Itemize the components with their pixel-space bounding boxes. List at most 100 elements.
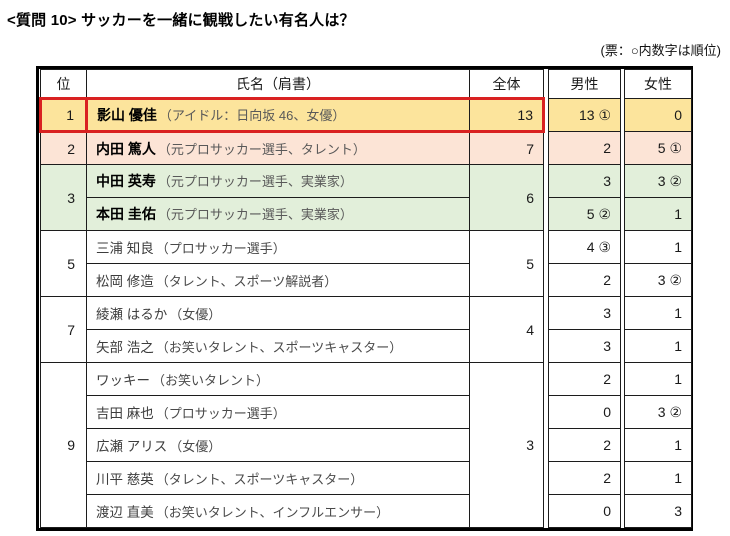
celebrity-name: 影山 優佳 xyxy=(97,107,157,123)
female-cell: 1 xyxy=(624,230,692,264)
column-gap xyxy=(543,329,549,363)
celebrity-name: 本田 圭佑 xyxy=(96,206,156,222)
table-body: 1 影山 優佳 （アイドル：日向坂 46、女優） 13 13 ① 0 2 内田 篤人 （元プロサ… xyxy=(39,97,692,528)
celebrity-name: 中田 英寿 xyxy=(96,173,156,189)
total-cell: 5 xyxy=(469,230,544,297)
female-cell: 1 xyxy=(624,296,692,330)
name-cell: 吉田 麻也 （プロサッカー選手） xyxy=(86,395,470,429)
table-row: 広瀬 アリス （女優） 2 1 xyxy=(41,428,692,462)
page-title: <質問 10> サッカーを一緒に観戦したい有名人は？ xyxy=(7,12,355,29)
male-cell: 2 xyxy=(548,428,621,462)
table-row: 渡辺 直美 （お笑いタレント、インフルエンサー） 0 3 xyxy=(41,494,692,528)
celebrity-name: 松岡 修造 xyxy=(96,274,154,289)
female-cell: 3 ② xyxy=(624,395,692,429)
name-cell: 松岡 修造 （タレント、スポーツ解説者） xyxy=(86,263,470,297)
male-cell: 3 xyxy=(548,164,621,198)
ranking-table: 位 氏名（肩書） 全体 男性 女性 1 影山 優佳 （アイドル：日向坂 46、女優）… xyxy=(36,66,693,531)
column-gap xyxy=(620,197,625,231)
ranking-table-grid: 位 氏名（肩書） 全体 男性 女性 1 影山 優佳 （アイドル：日向坂 46、女優）… xyxy=(39,69,692,528)
celebrity-name: 吉田 麻也 xyxy=(96,406,154,421)
table-row: 川平 慈英 （タレント、スポーツキャスター） 2 1 xyxy=(41,461,692,495)
name-cell: 中田 英寿 （元プロサッカー選手、実業家） xyxy=(86,164,470,198)
table-row: 松岡 修造 （タレント、スポーツ解説者） 2 3 ② xyxy=(41,263,692,297)
celebrity-name: ワッキー xyxy=(96,373,150,388)
column-gap xyxy=(620,296,625,330)
name-cell: 影山 優佳 （アイドル：日向坂 46、女優） xyxy=(85,97,470,133)
female-cell: 3 xyxy=(624,494,692,528)
column-gap xyxy=(543,296,549,330)
celebrity-title: （タレント、スポーツ解説者） xyxy=(155,274,338,289)
table-row: 7 綾瀬 はるか （女優） 4 3 1 xyxy=(40,296,692,363)
column-gap xyxy=(620,98,625,132)
celebrity-title: （お笑いタレント、スポーツキャスター） xyxy=(155,340,403,355)
celebrity-name: 矢部 浩之 xyxy=(96,340,154,355)
column-gap xyxy=(543,494,549,528)
table-row: 9 ワッキー （お笑いタレント） 3 2 1 xyxy=(40,362,692,528)
celebrity-title: （元プロサッカー選手、実業家） xyxy=(157,207,353,222)
female-cell: 1 xyxy=(624,428,692,462)
celebrity-title: （元プロサッカー選手、タレント） xyxy=(157,141,366,157)
column-gap xyxy=(620,263,625,297)
male-cell: 0 xyxy=(548,395,621,429)
male-cell: 13 ① xyxy=(548,98,621,132)
celebrity-name: 渡辺 直美 xyxy=(96,505,154,520)
celebrity-name: 内田 篤人 xyxy=(96,140,156,157)
total-cell: 6 xyxy=(469,164,544,231)
name-cell: 広瀬 アリス （女優） xyxy=(86,428,470,462)
column-gap xyxy=(543,263,549,297)
celebrity-title: （アイドル：日向坂 46、女優） xyxy=(158,108,346,123)
name-cell: 三浦 知良 （プロサッカー選手） xyxy=(86,230,470,264)
celebrity-title: （タレント、スポーツキャスター） xyxy=(155,472,364,487)
male-cell: 2 xyxy=(548,263,621,297)
celebrity-title: （お笑いタレント、インフルエンサー） xyxy=(155,505,390,520)
total-cell: 3 xyxy=(469,362,544,528)
legend-note: (票：○内数字は順位) xyxy=(600,43,721,58)
celebrity-title: （女優） xyxy=(169,439,222,454)
column-gap xyxy=(543,197,549,231)
header-total: 全体 xyxy=(469,69,544,99)
header-name: 氏名（肩書） xyxy=(86,69,470,99)
male-cell: 2 xyxy=(548,461,621,495)
column-gap xyxy=(543,395,549,429)
column-gap xyxy=(543,428,549,462)
celebrity-name: 綾瀬 はるか xyxy=(96,307,168,322)
celebrity-title: （プロサッカー選手） xyxy=(155,241,286,256)
column-gap xyxy=(620,230,625,264)
column-gap xyxy=(543,230,549,264)
column-gap xyxy=(620,69,625,99)
female-cell: 5 ① xyxy=(624,131,692,165)
column-gap xyxy=(543,69,549,99)
table-row: 吉田 麻也 （プロサッカー選手） 0 3 ② xyxy=(41,395,692,429)
header-row: 位 氏名（肩書） 全体 男性 女性 xyxy=(40,69,692,99)
column-gap xyxy=(620,494,625,528)
male-cell: 3 xyxy=(548,329,621,363)
celebrity-name: 川平 慈英 xyxy=(96,472,154,487)
table-row: 矢部 浩之 （お笑いタレント、スポーツキャスター） 3 1 xyxy=(41,329,692,363)
column-gap xyxy=(620,428,625,462)
table-row: 2 内田 篤人 （元プロサッカー選手、タレント） 7 2 5 ① xyxy=(40,131,692,165)
celebrity-title: （プロサッカー選手） xyxy=(155,406,286,421)
column-gap xyxy=(543,164,549,198)
column-gap xyxy=(620,362,625,396)
name-cell: 内田 篤人 （元プロサッカー選手、タレント） xyxy=(86,131,470,165)
header-male: 男性 xyxy=(548,69,621,99)
column-gap xyxy=(543,131,549,165)
column-gap xyxy=(543,461,549,495)
rank-cell: 5 xyxy=(40,230,87,297)
total-cell: 7 xyxy=(469,131,544,165)
male-cell: 2 xyxy=(548,131,621,165)
celebrity-title: （元プロサッカー選手、実業家） xyxy=(157,174,353,189)
name-cell: 綾瀬 はるか （女優） xyxy=(86,296,470,330)
rank-cell: 3 xyxy=(40,164,87,231)
celebrity-name: 三浦 知良 xyxy=(96,241,154,256)
table-row: 3 中田 英寿 （元プロサッカー選手、実業家） 6 3 3 ② xyxy=(40,164,692,231)
name-cell: 矢部 浩之 （お笑いタレント、スポーツキャスター） xyxy=(86,329,470,363)
column-gap xyxy=(620,329,625,363)
female-cell: 1 xyxy=(624,461,692,495)
female-cell: 3 ② xyxy=(624,263,692,297)
header-rank: 位 xyxy=(40,69,87,99)
column-gap xyxy=(543,362,549,396)
